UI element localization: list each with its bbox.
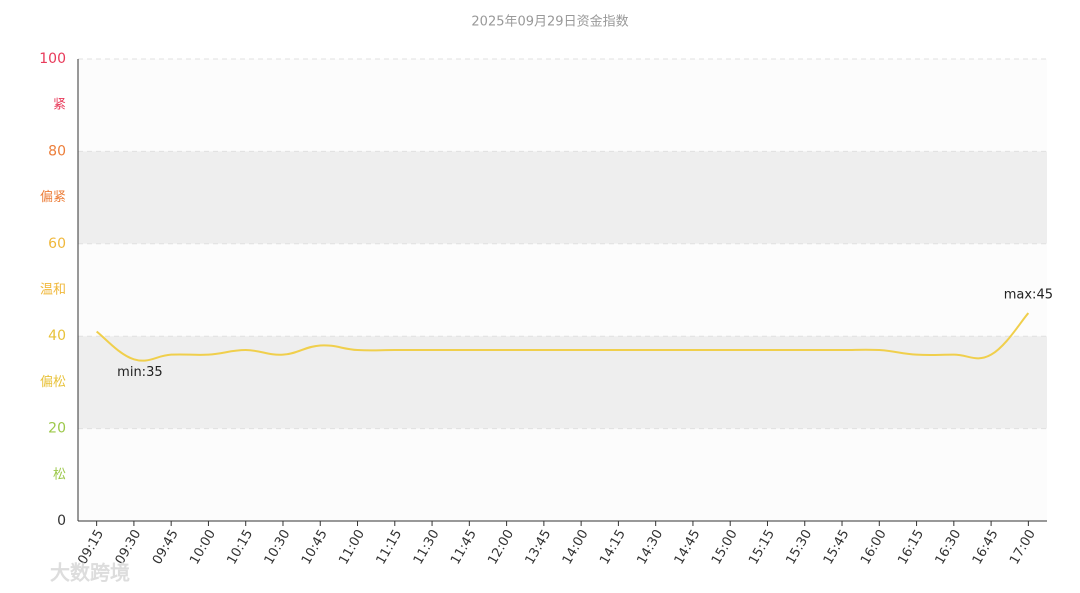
x-tick-label: 15:00 [709,527,741,567]
x-tick-label: 10:30 [262,527,294,567]
x-tick-label: 17:00 [1007,527,1039,567]
band-label: 温和 [40,283,66,298]
y-tick-label: 0 [57,513,66,529]
x-tick-label: 16:45 [970,527,1002,567]
x-tick-label: 11:15 [374,527,406,567]
band [78,59,1047,152]
x-tick-label: 14:45 [672,527,704,567]
band-label: 松 [53,467,66,482]
x-tick-label: 16:15 [895,527,927,567]
x-tick-label: 10:45 [299,527,331,567]
x-tick-label: 14:15 [597,527,629,567]
x-tick-label: 10:00 [187,527,219,567]
x-tick-label: 11:00 [336,527,368,567]
watermark: 大数跨境 [50,561,130,585]
band [78,428,1047,521]
y-tick-label: 80 [48,143,66,159]
chart-title: 2025年09月29日资金指数 [471,14,628,30]
band-label: 偏松 [40,375,66,390]
max-label: max:45 [1004,288,1053,303]
x-tick-label: 13:45 [523,527,555,567]
y-tick-label: 60 [48,236,66,252]
y-tick-label: 20 [48,421,66,437]
x-tick-label: 09:45 [150,527,182,567]
series-line [96,312,1030,362]
band [78,151,1047,244]
x-tick-label: 15:30 [784,527,816,567]
y-tick-label: 100 [39,51,66,67]
x-tick-label: 11:45 [448,527,480,567]
x-tick-label: 12:00 [485,527,517,567]
x-tick-label: 14:30 [634,527,666,567]
x-tick-label: 15:15 [746,527,778,567]
x-tick-label: 16:30 [933,527,965,567]
band-label: 紧 [53,98,66,113]
y-tick-label: 40 [48,328,66,344]
x-tick-label: 16:00 [858,527,890,567]
x-tick-label: 10:15 [224,527,256,567]
min-label: min:35 [117,365,162,380]
x-tick-label: 15:45 [821,527,853,567]
band-label: 偏紧 [40,190,66,205]
x-tick-label: 14:00 [560,527,592,567]
band [78,243,1047,337]
x-tick-label: 11:30 [411,527,443,567]
